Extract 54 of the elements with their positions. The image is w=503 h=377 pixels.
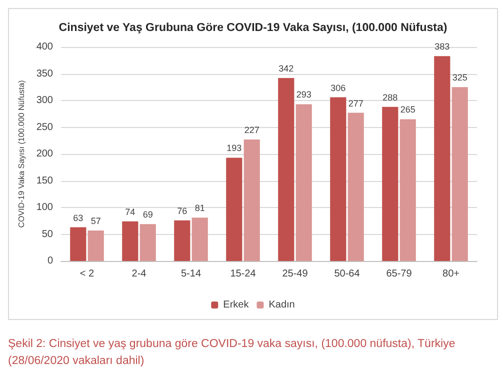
bar: [434, 56, 450, 261]
data-label: 69: [142, 210, 153, 220]
x-tick-label: < 2: [80, 268, 95, 280]
data-label: 74: [125, 206, 136, 217]
x-tick-label: 15-24: [230, 268, 256, 280]
x-tick-label: 65-79: [386, 268, 412, 280]
bar: [140, 224, 156, 261]
bar: [382, 106, 398, 261]
y-tick-label: 400: [36, 42, 54, 52]
bar: [174, 220, 190, 261]
data-label: 325: [452, 72, 468, 83]
legend-label: Erkek: [223, 300, 250, 310]
y-tick-label: 200: [36, 148, 54, 160]
data-label: 306: [330, 82, 346, 93]
bar: [122, 221, 138, 261]
data-label: 293: [296, 90, 312, 100]
y-tick-label: 100: [36, 202, 54, 213]
data-label: 63: [73, 212, 84, 223]
y-tick-label: 350: [36, 68, 54, 80]
data-label: 193: [226, 143, 242, 154]
x-tick-label: 50-64: [334, 268, 360, 280]
bar: [400, 119, 416, 261]
data-label: 288: [382, 92, 398, 102]
x-tick-label: 5-14: [180, 268, 202, 280]
chart-title: Cinsiyet ve Yaş Grubuna Göre COVID-19 Vaka Sayısı, (100.000 Nüfusta): [58, 22, 448, 34]
data-label: 383: [434, 42, 450, 52]
y-axis-title: COVID-19 Vaka Sayısı (100.000 Nüfusta): [16, 80, 26, 228]
x-tick-label: 2-4: [132, 268, 147, 280]
data-label: 57: [90, 216, 101, 226]
y-tick-label: 300: [36, 95, 54, 106]
bar: [348, 112, 364, 261]
data-label: 277: [348, 98, 364, 108]
x-tick-label: 25-49: [282, 268, 308, 280]
y-tick-label: 50: [42, 228, 54, 240]
data-label: 342: [278, 64, 294, 74]
bar: [226, 158, 242, 261]
bar: [296, 104, 312, 261]
y-tick-label: 250: [36, 122, 54, 133]
bar: [278, 78, 294, 261]
data-label: 81: [194, 203, 205, 214]
data-label: 76: [177, 206, 188, 216]
bar: [70, 227, 86, 261]
bar: [330, 97, 346, 261]
bar: [244, 140, 260, 261]
x-tick-label: 80+: [442, 268, 460, 280]
data-label: 265: [400, 104, 416, 115]
y-tick-label: 150: [36, 175, 54, 186]
legend-label: Kadın: [268, 300, 295, 310]
bar: [192, 218, 208, 261]
text: Şekil 2: Cinsiyet ve yaş grubuna göre COVID-19 vaka sayısı, (100.000 nüfusta), Türkiye (28/06/2020 vakaları dahil): [8, 337, 456, 369]
bar: [88, 230, 104, 261]
bar: [452, 87, 468, 261]
data-label: 227: [244, 125, 260, 136]
y-tick-label: 0: [47, 256, 54, 266]
